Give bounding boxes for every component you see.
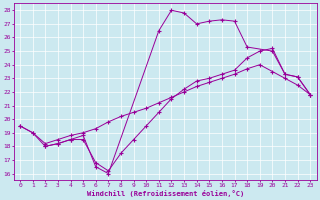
X-axis label: Windchill (Refroidissement éolien,°C): Windchill (Refroidissement éolien,°C) — [86, 190, 244, 197]
